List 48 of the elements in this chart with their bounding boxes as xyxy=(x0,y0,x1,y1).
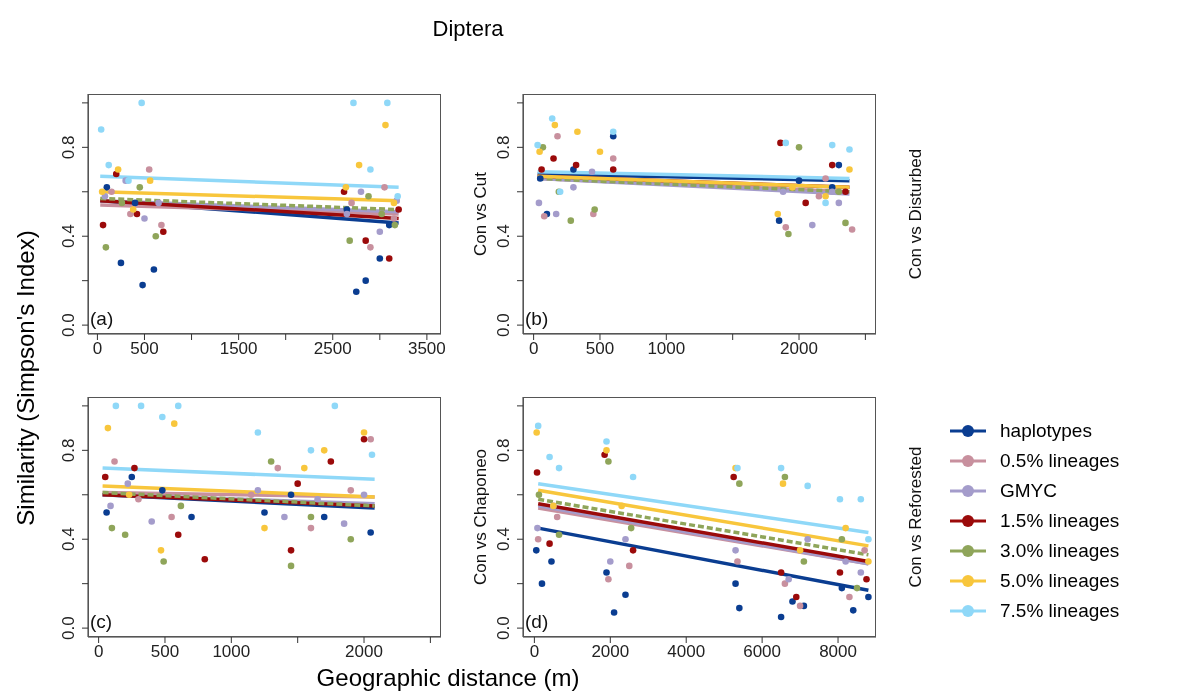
y-tick-label: 0.0 xyxy=(59,616,78,640)
x-tick-label: 0 xyxy=(92,339,103,359)
y-tick-label: 0.4 xyxy=(59,224,78,249)
x-tick-label: 3500 xyxy=(407,339,446,359)
legend-label: 5.0% lineages xyxy=(1000,570,1120,592)
annotation: (c) xyxy=(90,611,113,633)
x-tick-label: 2000 xyxy=(780,339,818,359)
x-tick-label: 2500 xyxy=(313,339,352,359)
x-tick-label: 1500 xyxy=(219,339,258,359)
x-tick-label: 0 xyxy=(528,339,539,359)
x-tick-label: 4000 xyxy=(667,642,706,662)
annotation: (d) xyxy=(525,611,549,633)
x-tick-label: 500 xyxy=(150,642,180,662)
annotation: (a) xyxy=(90,308,114,330)
y-tick-label: 0.0 xyxy=(59,313,78,337)
y2-axis-title: Con vs Cut xyxy=(471,171,491,257)
x-axis-title: Geographic distance (m) xyxy=(315,664,581,692)
x-tick-label: 0 xyxy=(529,642,540,662)
legend-label: 1.5% lineages xyxy=(1000,510,1120,532)
legend-label: 3.0% lineages xyxy=(1000,540,1120,562)
y-tick-label: 0.8 xyxy=(494,438,513,463)
y-tick-label: 0.4 xyxy=(494,527,513,552)
x-tick-label: 2000 xyxy=(345,642,383,662)
x-tick-label: 1000 xyxy=(647,339,686,359)
y-tick-label: 0.4 xyxy=(59,527,78,552)
legend-label: haplotypes xyxy=(1000,420,1092,442)
chart-title: Diptera xyxy=(431,16,505,42)
y-tick-label: 0.8 xyxy=(59,438,78,463)
annotation: (b) xyxy=(525,308,549,330)
x-tick-label: 500 xyxy=(130,339,159,359)
y2-axis-title: Con vs Chaponeo xyxy=(471,448,491,586)
y-axis-title: Similarity (Simpson's Index) xyxy=(12,230,40,526)
x-tick-label: 1000 xyxy=(212,642,251,662)
y-tick-label: 0.0 xyxy=(494,313,513,337)
y2-axis-title: Con vs Reforested xyxy=(906,446,926,588)
x-tick-label: 8000 xyxy=(819,642,857,662)
y-tick-label: 0.0 xyxy=(494,616,513,640)
y-tick-label: 0.8 xyxy=(59,135,78,160)
y-tick-label: 0.4 xyxy=(494,224,513,249)
x-tick-label: 2000 xyxy=(591,642,630,662)
x-tick-label: 6000 xyxy=(743,642,782,662)
y-tick-label: 0.8 xyxy=(494,135,513,160)
legend-label: 7.5% lineages xyxy=(1000,600,1120,622)
x-tick-label: 500 xyxy=(585,339,615,359)
legend-label: 0.5% lineages xyxy=(1000,450,1120,472)
legend-label: GMYC xyxy=(1000,480,1057,502)
y2-axis-title: Con vs Disturbed xyxy=(906,148,926,280)
x-tick-label: 0 xyxy=(93,642,104,662)
